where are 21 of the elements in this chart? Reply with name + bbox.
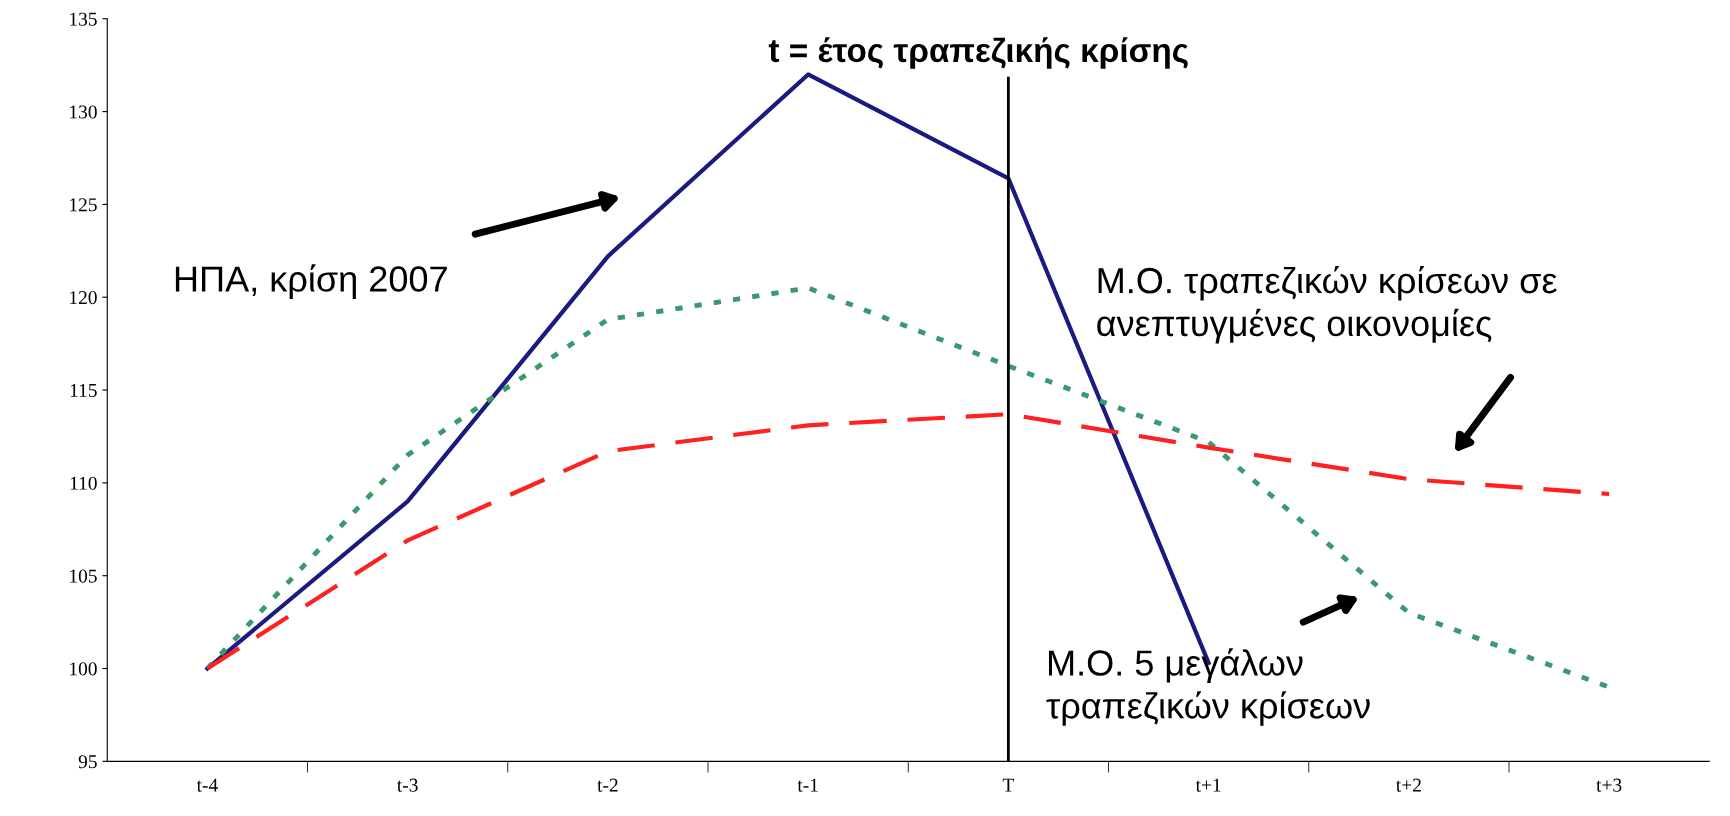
text: t = έτος τραπεζικής κρίσης [768, 37, 1188, 69]
x-tick-label: t+2 [1396, 778, 1421, 792]
annotation: Μ.Ο. 5 μεγάλων τραπεζικών κρίσεων [1046, 648, 1370, 726]
y-tick-label: 120 [70, 291, 97, 305]
y-tick-label: 125 [70, 198, 97, 212]
x-tick-label: t-3 [397, 778, 418, 792]
y-tick-label: 95 [78, 755, 97, 769]
annotation: Μ.Ο. τραπεζικών κρίσεων σε ανεπτυγμένες οικονομίες [1097, 265, 1557, 344]
x-tick-label: t+3 [1596, 778, 1622, 792]
y-tick-label: 115 [70, 383, 97, 397]
y-tick-label: 100 [70, 662, 97, 676]
y-tick-label: 105 [70, 569, 97, 583]
annotation: ΗΠΑ, κρίση 2007 [175, 264, 447, 299]
y-tick-label: 130 [70, 105, 97, 119]
y-tick-label: 135 [70, 12, 97, 26]
x-tick-label: T [1002, 778, 1014, 792]
x-tick-label: t-4 [196, 778, 218, 792]
x-tick-label: t-1 [797, 778, 818, 792]
y-tick-label: 110 [70, 476, 97, 490]
x-tick-label: t-2 [597, 778, 618, 792]
x-tick-label: t+1 [1195, 778, 1221, 792]
